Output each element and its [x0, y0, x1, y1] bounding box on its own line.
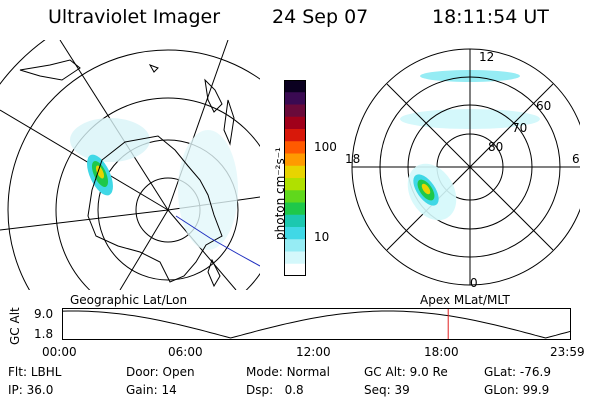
info-ip-value: 36.0: [26, 383, 54, 397]
info-glat-value: -76.9: [519, 365, 551, 379]
mlat-label-80: 80: [488, 140, 503, 154]
colorbar-step: [284, 190, 306, 203]
colorbar-step: [284, 104, 306, 118]
colorbar-step: [284, 202, 306, 216]
app-title: Ultraviolet Imager: [48, 6, 221, 28]
info-door-label: Door:: [126, 365, 159, 379]
info-door: Door: Open: [126, 365, 195, 379]
colorbar: [284, 80, 306, 276]
timeline-ylabel: GC Alt: [8, 307, 22, 345]
info-glon: GLon: 99.9: [484, 383, 549, 397]
info-glon-value: 99.9: [522, 383, 550, 397]
timeline-xtick-1200: 12:00: [296, 345, 331, 359]
info-gc-alt: GC Alt: 9.0 Re: [364, 365, 448, 379]
info-gain-label: Gain:: [126, 383, 158, 397]
info-seq-label: Seq:: [364, 383, 391, 397]
mlt-label-12: 12: [479, 50, 494, 64]
timeline-xtick-1800: 18:00: [424, 345, 459, 359]
mlat-label-70: 70: [512, 121, 527, 135]
timeline-xtick-0600: 06:00: [168, 345, 203, 359]
timeline-xtick-2359: 23:59: [550, 345, 585, 359]
info-gc-alt-label: GC Alt:: [364, 365, 406, 379]
info-gc-alt-value: 9.0 Re: [409, 365, 448, 379]
mlt-label-6: 6: [572, 152, 580, 166]
geographic-map: [0, 40, 260, 290]
colorbar-step: [284, 129, 306, 142]
colorbar-step: [284, 141, 306, 154]
colorbar-step: [284, 251, 306, 265]
colorbar-step: [284, 263, 306, 276]
colorbar-step: [284, 165, 306, 179]
info-gain-value: 14: [161, 383, 177, 397]
apex-mlat-mlt-map: 12 0 18 6 60 70 80: [345, 48, 580, 290]
mlt-label-0: 0: [470, 276, 478, 290]
timeline-xtick-0000: 00:00: [42, 345, 77, 359]
timeline-ytick-top: 9.0: [34, 307, 54, 321]
colorbar-step: [284, 227, 306, 240]
info-flt: Flt: LBHL: [8, 365, 61, 379]
apex-map-label: Apex MLat/MLT: [420, 293, 510, 307]
info-dsp: Dsp: 0.8: [246, 383, 304, 397]
info-flt-label: Flt:: [8, 365, 27, 379]
info-dsp-label: Dsp:: [246, 383, 274, 397]
info-gain: Gain: 14: [126, 383, 177, 397]
info-seq: Seq: 39: [364, 383, 410, 397]
info-mode: Mode: Normal: [246, 365, 330, 379]
colorbar-step: [284, 92, 306, 105]
info-ip: IP: 36.0: [8, 383, 53, 397]
timeline-ytick-bottom: 1.8: [34, 327, 54, 341]
colorbar-step: [284, 153, 306, 167]
info-mode-label: Mode:: [246, 365, 283, 379]
info-glon-label: GLon:: [484, 383, 519, 397]
mlt-label-18: 18: [345, 152, 360, 166]
colorbar-step: [284, 178, 306, 191]
colorbar-tick-10: 10: [314, 230, 330, 244]
colorbar-tick-100: 100: [314, 140, 337, 154]
colorbar-step: [284, 116, 306, 130]
date-label: 24 Sep 07: [272, 6, 369, 28]
info-ip-label: IP:: [8, 383, 23, 397]
time-label: 18:11:54 UT: [432, 6, 549, 28]
info-mode-value: Normal: [286, 365, 330, 379]
info-seq-value: 39: [394, 383, 410, 397]
info-flt-value: LBHL: [30, 365, 62, 379]
colorbar-step: [284, 214, 306, 228]
colorbar-step: [284, 80, 306, 93]
info-door-value: Open: [162, 365, 195, 379]
info-glat-label: GLat:: [484, 365, 517, 379]
info-dsp-value: 0.8: [284, 383, 304, 397]
mlat-label-60: 60: [536, 99, 551, 113]
colorbar-unit-label: photon cm⁻²s⁻¹: [273, 147, 287, 240]
altitude-timeline: [62, 308, 572, 340]
info-glat: GLat: -76.9: [484, 365, 551, 379]
geo-map-label: Geographic Lat/Lon: [70, 293, 188, 307]
colorbar-step: [284, 239, 306, 252]
